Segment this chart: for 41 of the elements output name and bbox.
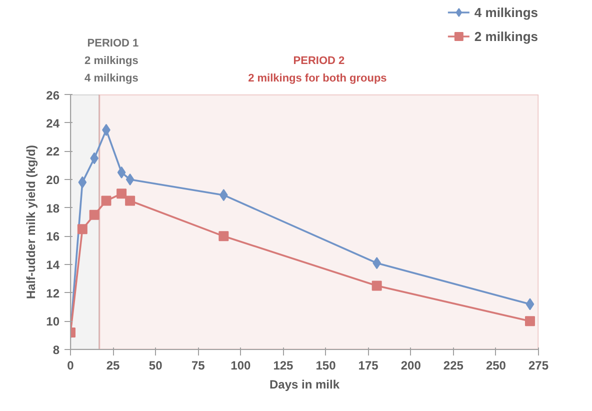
point (218, 231, 229, 242)
y-tick-label: 22 (46, 144, 60, 159)
x-tick-label: 275 (528, 358, 549, 372)
x-tick-label: 50 (148, 358, 163, 372)
y-tick-label: 20 (46, 173, 60, 187)
point (219, 189, 228, 202)
band-label: PERIOD 1 2 milkings 4 milkings (84, 38, 139, 84)
y-axis-title: Half-udder milk yield (kg/d) (24, 144, 38, 300)
y-tick-label: 26 (46, 88, 60, 102)
y-tick-label: 18 (46, 201, 60, 216)
y-tick-label: 16 (46, 230, 60, 244)
band-label: PERIOD 2 2 milkings for both groups (248, 55, 387, 84)
point (78, 176, 87, 188)
legend-label: 2 milkings (474, 28, 538, 44)
x-tick-label: 200 (400, 358, 422, 372)
y-tick-label: 14 (46, 258, 60, 272)
point (101, 196, 112, 206)
x-tick-label: 150 (316, 358, 336, 372)
x-tick-label: 175 (358, 358, 379, 372)
point (524, 316, 535, 326)
x-tick-label: 25 (106, 358, 120, 372)
point (125, 196, 136, 206)
x-axis-title: Days in milk (269, 378, 340, 392)
y-tick-label: 24 (46, 116, 60, 130)
point (77, 224, 88, 234)
y-tick-label: 10 (46, 314, 60, 329)
x-tick-label: 250 (486, 358, 506, 372)
x-tick-label: 75 (191, 358, 206, 372)
point (126, 174, 134, 186)
point (526, 298, 534, 310)
x-tick-label: 225 (443, 358, 464, 372)
x-tick-label: 125 (273, 358, 294, 372)
point (89, 210, 100, 220)
x-tick-label: 100 (230, 358, 252, 372)
y-tick-label: 12 (46, 286, 60, 300)
legend-label: 4 milkings (474, 4, 538, 20)
point (117, 166, 126, 178)
x-tick-label: 0 (67, 358, 74, 372)
y-tick-label: 8 (52, 343, 60, 357)
point (116, 188, 127, 199)
point (372, 280, 382, 291)
